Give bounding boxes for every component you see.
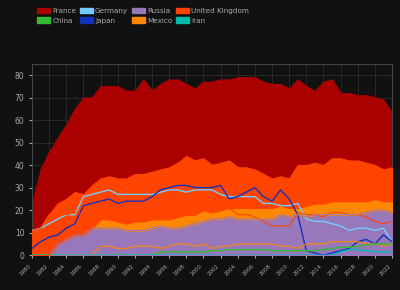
Legend: France, China, Germany, Japan, Russia, Mexico, United Kingdom, Iran: France, China, Germany, Japan, Russia, M… bbox=[36, 6, 250, 25]
